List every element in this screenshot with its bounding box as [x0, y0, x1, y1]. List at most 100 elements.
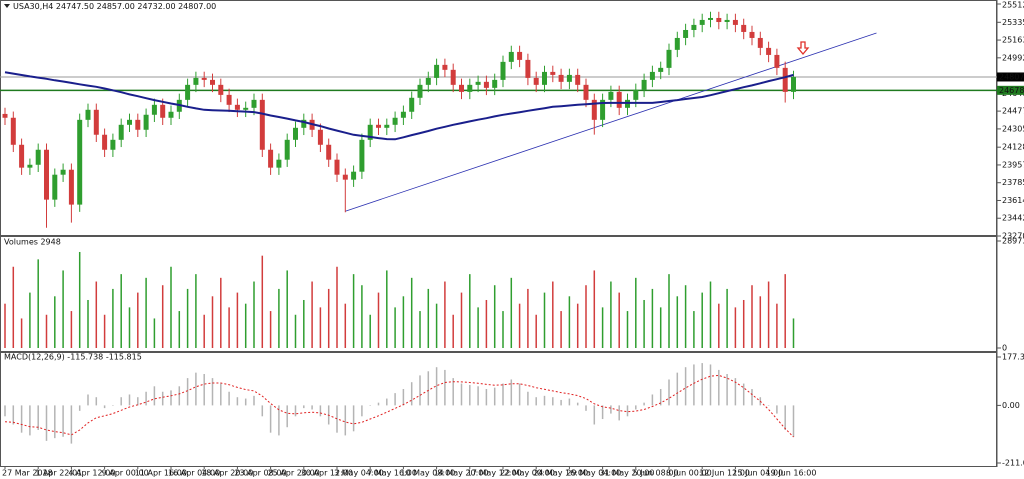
volume-bar — [742, 299, 745, 348]
x-tick-label: 30 Apr 12:00 — [301, 469, 353, 478]
candle-body — [774, 54, 780, 68]
macd-bar — [29, 405, 31, 436]
candle-body — [226, 94, 232, 105]
x-tick-label: 17 May 12:00 — [467, 469, 522, 478]
candle-body — [293, 127, 298, 140]
volume-bar — [751, 285, 753, 348]
candle-body — [210, 79, 215, 85]
price-panel-title: USA30,H4 24747.50 24857.00 24732.00 2480… — [13, 2, 216, 11]
macd-bar — [693, 364, 695, 406]
volume-bar — [170, 266, 172, 348]
volume-bar — [593, 270, 596, 348]
volume-bar — [311, 281, 313, 348]
macd-bar — [601, 405, 604, 420]
volume-bar — [377, 292, 380, 348]
macd-bar — [742, 383, 745, 406]
x-tick-label: 19 Jun 16:00 — [766, 469, 817, 478]
macd-bar — [20, 405, 23, 433]
macd-bar — [319, 405, 322, 417]
y-tick-label: 177.327 — [1002, 353, 1024, 362]
volume-bar — [684, 285, 687, 348]
candle-body — [749, 31, 755, 38]
macd-bar — [751, 389, 753, 406]
macd-bar — [510, 379, 513, 406]
macd-bar — [103, 405, 106, 409]
x-tick-label: 16 Apr 04:00 — [168, 469, 220, 478]
candle-body — [741, 24, 747, 32]
volume-bar — [327, 288, 330, 348]
x-tick-label: 31 May 20:00 — [600, 469, 655, 478]
x-tick-label: 10 May 08:00 — [400, 469, 455, 478]
volume-bar — [759, 296, 762, 348]
volume-bar — [145, 277, 147, 348]
volume-bar — [220, 277, 222, 348]
x-tick-label: 7 May 16:00 — [367, 469, 417, 478]
volume-bar — [120, 274, 122, 348]
candle-body — [467, 84, 473, 92]
macd-bar — [726, 374, 728, 406]
macd-bar — [236, 397, 239, 406]
volume-bar — [386, 270, 388, 348]
candle-body — [417, 84, 423, 98]
macd-bar — [186, 378, 189, 406]
volume-bar — [651, 288, 654, 348]
y-tick-label: 24477.20 — [1002, 107, 1024, 116]
macd-bar — [228, 391, 230, 406]
candle-body — [160, 104, 166, 118]
macd-bar — [145, 391, 147, 406]
volume-bar — [54, 296, 56, 348]
macd-bar — [585, 405, 587, 411]
macd-bar — [427, 371, 430, 406]
volume-bar — [643, 299, 645, 348]
candle-body — [434, 64, 440, 78]
candle-body — [334, 159, 340, 175]
macd-bar — [253, 395, 255, 406]
volume-bar — [552, 281, 554, 348]
volume-bar — [236, 292, 239, 348]
volume-bar — [95, 281, 98, 348]
macd-bar — [220, 383, 222, 406]
x-tick-label: 12 Jun 12:00 — [699, 469, 750, 478]
candle-body — [85, 109, 91, 120]
x-tick-label: 5 Jun 08:00 — [633, 469, 679, 478]
volume-bar — [485, 299, 488, 348]
candle-body — [151, 104, 157, 115]
candle-body — [566, 74, 572, 82]
volume-bar — [535, 314, 537, 348]
volume-bar — [20, 318, 23, 348]
macd-bar — [543, 395, 546, 406]
candle-body — [118, 124, 124, 140]
volume-bar — [776, 303, 778, 348]
macd-bar — [618, 405, 620, 421]
volume-bar — [253, 281, 255, 348]
macd-panel-title: MACD(12,26,9) -115.738 -115.815 — [4, 353, 142, 362]
volume-bar — [435, 303, 438, 348]
volume-bar — [452, 314, 454, 348]
macd-bar — [87, 394, 89, 406]
macd-bar — [95, 397, 98, 406]
candle-body — [135, 119, 141, 130]
candle-body — [492, 79, 498, 88]
macd-bar — [444, 369, 446, 406]
candle-body — [683, 29, 689, 38]
volume-bar — [45, 314, 48, 348]
y-tick-label: 28973 — [1002, 237, 1024, 246]
x-tick-label: 9 Apr 00:00 — [102, 469, 149, 478]
macd-bar — [203, 374, 205, 406]
candle-body — [782, 67, 788, 92]
macd-bar — [792, 405, 795, 437]
candle-body — [60, 169, 66, 175]
candle-body — [93, 109, 99, 135]
macd-bar — [62, 405, 64, 437]
candle-body — [500, 61, 506, 80]
volume-bar — [128, 307, 131, 348]
macd-bar — [377, 402, 380, 406]
candle-body — [384, 124, 390, 128]
symbol-menu-triangle[interactable] — [4, 4, 10, 8]
x-tick-label: 11 Apr 16:00 — [135, 469, 187, 478]
macd-bar — [369, 405, 371, 406]
macd-bar — [294, 405, 297, 417]
candle-body — [558, 74, 564, 82]
volume-bar — [29, 292, 31, 348]
